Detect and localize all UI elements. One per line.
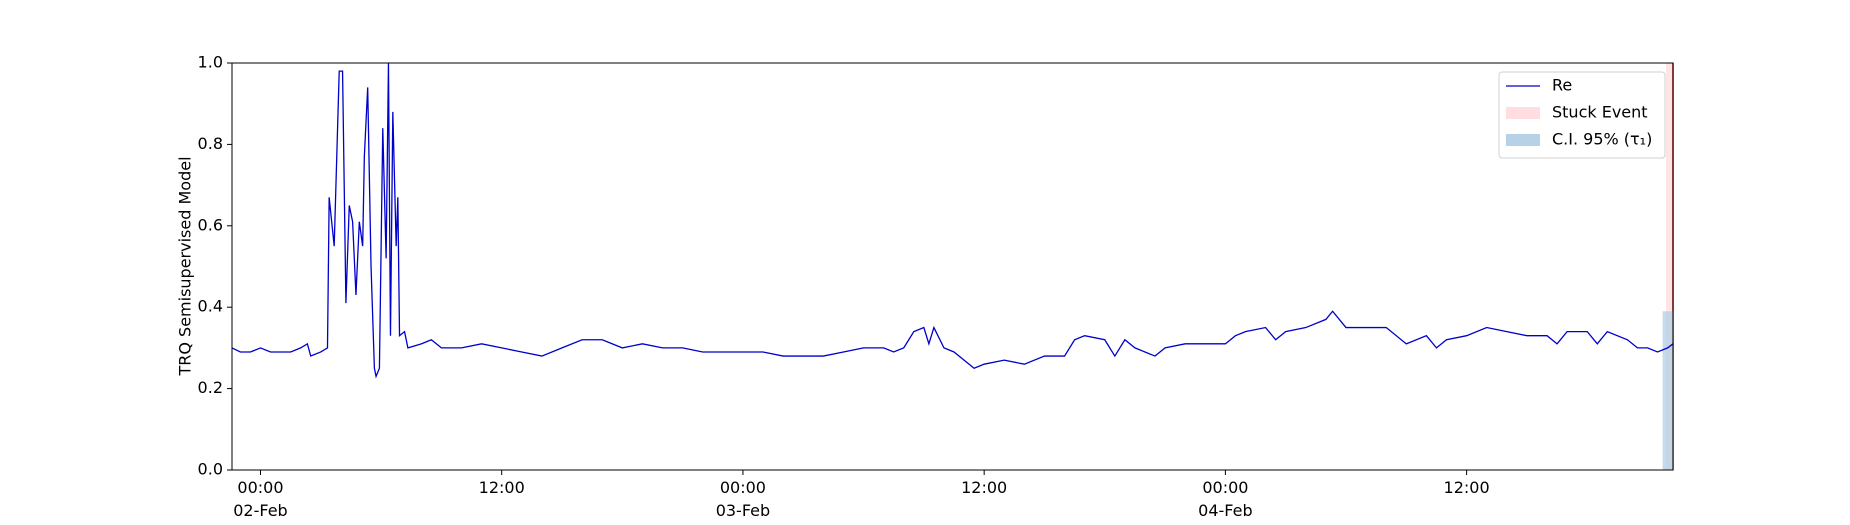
plot-frame bbox=[231, 62, 1674, 471]
span bbox=[1665, 63, 1673, 470]
y-axis-label: TRQ Semisupervised Model bbox=[176, 156, 195, 376]
y-tick-label: 0.0 bbox=[198, 460, 223, 479]
x-tick-label: 00:00 bbox=[720, 478, 766, 497]
legend-patch bbox=[1506, 107, 1540, 119]
legend-label: Stuck Event bbox=[1552, 103, 1648, 122]
x-tick-label: 00:00 bbox=[237, 478, 283, 497]
x-tick-label: 00:00 bbox=[1202, 478, 1248, 497]
y-tick-label: 0.8 bbox=[198, 134, 223, 153]
x-tick-label: 04-Feb bbox=[1198, 501, 1252, 520]
legend-label: C.I. 95% (τ₁) bbox=[1552, 130, 1652, 149]
y-tick-label: 0.6 bbox=[198, 215, 223, 234]
legend-patch bbox=[1506, 134, 1540, 146]
span bbox=[1662, 311, 1673, 470]
data-line bbox=[231, 62, 1674, 379]
x-tick-label: 02-Feb bbox=[233, 501, 287, 520]
y-tick-label: 1.0 bbox=[198, 53, 223, 72]
x-tick-label: 12:00 bbox=[961, 478, 1007, 497]
legend-box bbox=[1498, 71, 1666, 159]
x-tick-label: 12:00 bbox=[479, 478, 525, 497]
x-tick-label: 12:00 bbox=[1444, 478, 1490, 497]
y-tick-label: 0.2 bbox=[198, 378, 223, 397]
y-tick-label: 0.4 bbox=[198, 297, 223, 316]
x-tick-label: 03-Feb bbox=[716, 501, 770, 520]
legend-label: Re bbox=[1552, 76, 1572, 95]
